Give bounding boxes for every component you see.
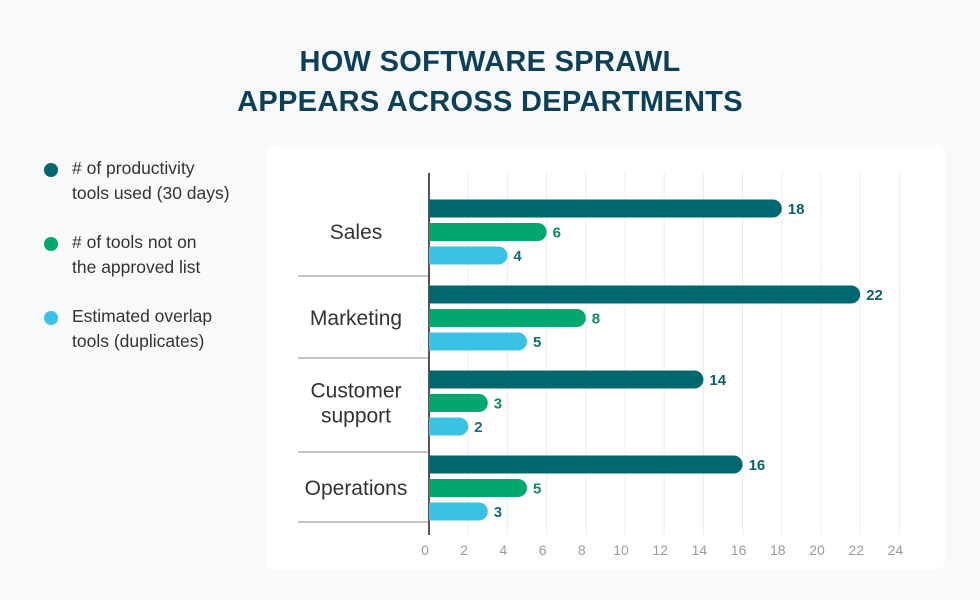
bar	[428, 455, 743, 474]
data-label: 5	[533, 481, 541, 498]
bar	[429, 199, 782, 218]
legend-label: the approved list	[72, 257, 201, 277]
data-label: 16	[749, 457, 766, 474]
data-label: 5	[533, 334, 541, 351]
title-line-1: HOW SOFTWARE SPRAWL	[299, 46, 681, 78]
x-tick-label: 6	[539, 542, 547, 558]
category-label: support	[321, 405, 391, 428]
data-label: 22	[866, 287, 883, 304]
bar	[428, 223, 547, 241]
data-label: 2	[474, 419, 482, 436]
x-tick-label: 0	[421, 542, 429, 558]
data-label: 14	[709, 372, 726, 389]
legend: # of productivity tools used (30 days) # o…	[44, 156, 264, 378]
x-tick-label: 16	[731, 542, 747, 558]
x-tick-label: 20	[809, 542, 825, 558]
data-label: 6	[553, 225, 561, 242]
title-line-2: APPEARS ACROSS DEPARTMENTS	[237, 86, 743, 118]
x-tick-label: 24	[888, 542, 904, 558]
legend-item: Estimated overlap tools (duplicates)	[44, 304, 264, 354]
bar	[429, 479, 527, 497]
legend-label: # of productivity	[72, 158, 195, 178]
legend-label: tools used (30 days)	[72, 183, 230, 203]
legend-label: Estimated overlap	[72, 306, 213, 326]
data-label: 4	[513, 248, 522, 265]
x-tick-label: 4	[500, 542, 508, 558]
x-tick-label: 2	[460, 542, 468, 558]
data-label: 3	[494, 504, 502, 521]
legend-dot-icon	[44, 163, 58, 177]
x-tick-label: 10	[613, 542, 629, 558]
legend-label: tools (duplicates)	[72, 331, 205, 351]
bar	[429, 394, 488, 412]
bar	[429, 309, 586, 327]
data-label: 8	[592, 311, 600, 328]
legend-dot-icon	[44, 237, 58, 251]
bar	[429, 370, 704, 389]
bar	[429, 502, 488, 521]
x-tick-label: 18	[770, 542, 786, 558]
data-label: 3	[494, 396, 502, 413]
legend-item: # of productivity tools used (30 days)	[44, 156, 264, 206]
x-tick-label: 8	[578, 542, 586, 558]
x-tick-label: 14	[692, 542, 708, 558]
bar	[429, 332, 527, 351]
bar	[429, 285, 861, 304]
category-label: Operations	[305, 477, 408, 500]
legend-label: # of tools not on	[72, 232, 197, 252]
category-label: Sales	[330, 221, 383, 244]
bar	[429, 246, 508, 265]
data-label: 18	[788, 201, 805, 218]
category-label: Marketing	[310, 307, 402, 330]
chart-title: HOW SOFTWARE SPRAWL APPEARS ACROSS DEPAR…	[0, 42, 980, 122]
x-tick-label: 22	[848, 542, 864, 558]
x-tick-label: 12	[652, 542, 668, 558]
bar	[429, 417, 469, 436]
category-label: Customer	[310, 380, 401, 403]
legend-dot-icon	[44, 311, 58, 325]
legend-item: # of tools not on the approved list	[44, 230, 264, 280]
